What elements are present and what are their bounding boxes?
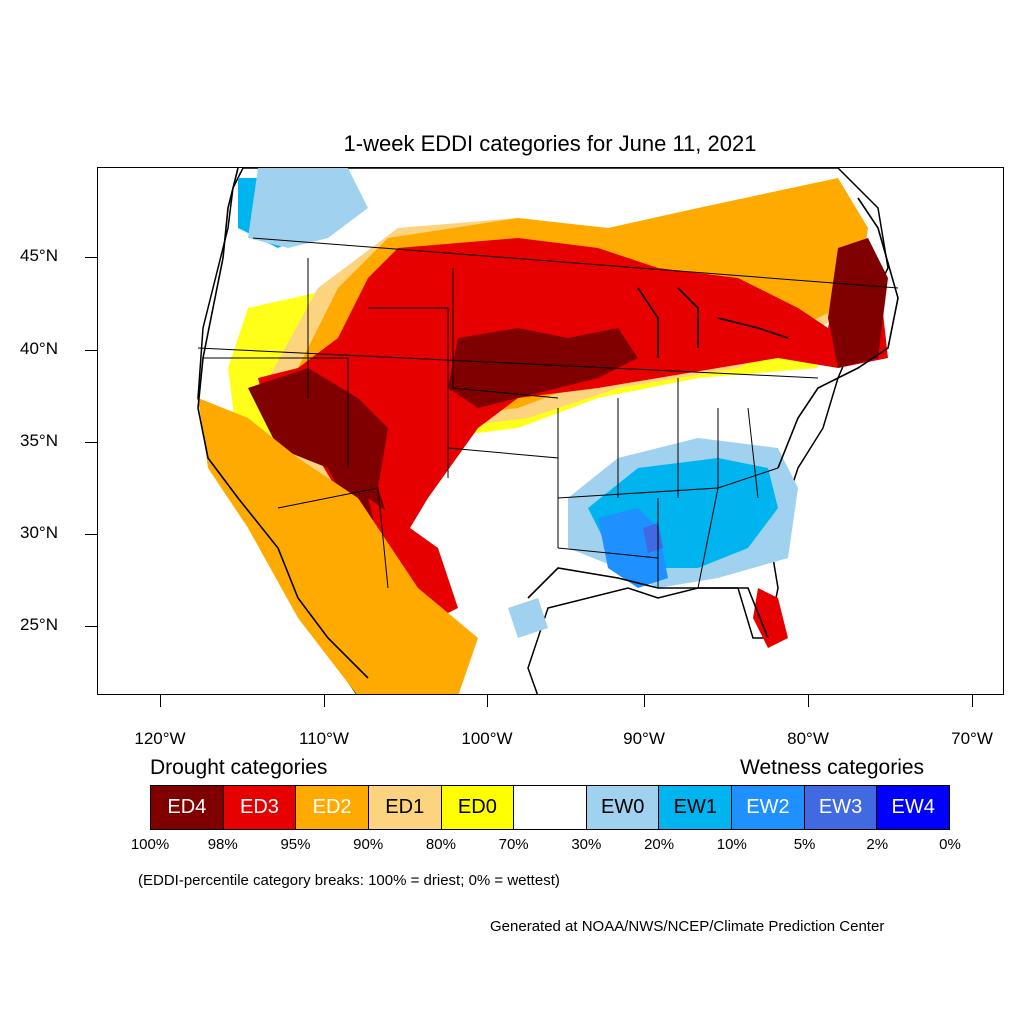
legend-note: (EDDI-percentile category breaks: 100% =… <box>138 872 560 889</box>
lat-label-45: 45°N <box>20 246 58 265</box>
lat-tick <box>85 626 97 627</box>
lon-tick <box>644 695 645 707</box>
lat-label-35: 35°N <box>20 431 58 450</box>
map-title: 1-week EDDI categories for June 11, 2021 <box>343 131 757 156</box>
zone-ed4-northeast <box>828 238 888 368</box>
legend-box-ed1: ED1 <box>368 786 442 829</box>
state-borders <box>197 237 899 589</box>
lon-label-80: 80°W <box>787 729 829 748</box>
percentile-label: 100% <box>130 836 170 853</box>
legend-box-ed0: ED0 <box>441 786 515 829</box>
legend-box-ed2: ED2 <box>296 786 369 829</box>
zone-ed3-mexico <box>368 498 458 628</box>
zone-ed3-florida <box>753 588 788 648</box>
credit-text: Generated at NOAA/NWS/NCEP/Climate Predi… <box>490 918 885 935</box>
lat-tick <box>85 442 97 443</box>
category-legend: ED4 ED3 ED2 ED1 ED0 EW0 EW1 EW2 EW3 EW4 <box>150 785 950 830</box>
map-panel <box>97 167 1004 695</box>
lat-label-25: 25°N <box>20 615 58 634</box>
percentile-label: 0% <box>939 836 961 853</box>
eddi-map <box>197 168 899 694</box>
legend-box-ew0: EW0 <box>586 786 660 829</box>
legend-box-ew3: EW3 <box>804 786 878 829</box>
lat-tick <box>85 350 97 351</box>
lon-tick <box>160 695 161 707</box>
lat-tick <box>85 257 97 258</box>
legend-box-ew4: EW4 <box>877 786 950 829</box>
lat-label-30: 30°N <box>20 523 58 542</box>
percentile-label: 10% <box>716 836 747 853</box>
lon-label-90: 90°W <box>623 729 665 748</box>
legend-box-ew2: EW2 <box>732 786 805 829</box>
percentile-label: 80% <box>425 836 456 853</box>
lon-label-110: 110°W <box>299 729 349 748</box>
legend-box-ew1: EW1 <box>659 786 733 829</box>
zone-ew0-northwest <box>248 168 368 248</box>
percentile-label: 90% <box>353 836 384 853</box>
drought-legend-title: Drought categories <box>150 756 328 779</box>
lon-tick <box>808 695 809 707</box>
wetness-legend-title: Wetness categories <box>740 756 925 779</box>
percentile-label: 20% <box>644 836 675 853</box>
coastlines <box>197 168 899 679</box>
lon-tick <box>324 695 325 707</box>
zone-ed4-plains <box>448 328 638 408</box>
percentile-label: 5% <box>793 836 816 853</box>
lon-label-70: 70°W <box>951 729 993 748</box>
percentile-label: 70% <box>498 836 529 853</box>
legend-box-ed4: ED4 <box>151 786 224 829</box>
percentile-label: 30% <box>571 836 602 853</box>
legend-box-neutral <box>514 786 587 829</box>
lat-tick <box>85 534 97 535</box>
legend-box-ed3: ED3 <box>223 786 297 829</box>
zone-ew0-texas <box>508 598 548 638</box>
lon-label-100: 100°W <box>461 729 513 748</box>
zone-ed2-southwest <box>198 398 478 694</box>
lon-tick <box>487 695 488 707</box>
percentile-label: 98% <box>207 836 238 853</box>
percentile-label: 95% <box>280 836 311 853</box>
lon-tick <box>972 695 973 707</box>
lat-label-40: 40°N <box>20 339 58 358</box>
percentile-label: 2% <box>866 836 889 853</box>
lon-label-120: 120°W <box>134 729 186 748</box>
category-zones <box>198 168 888 694</box>
